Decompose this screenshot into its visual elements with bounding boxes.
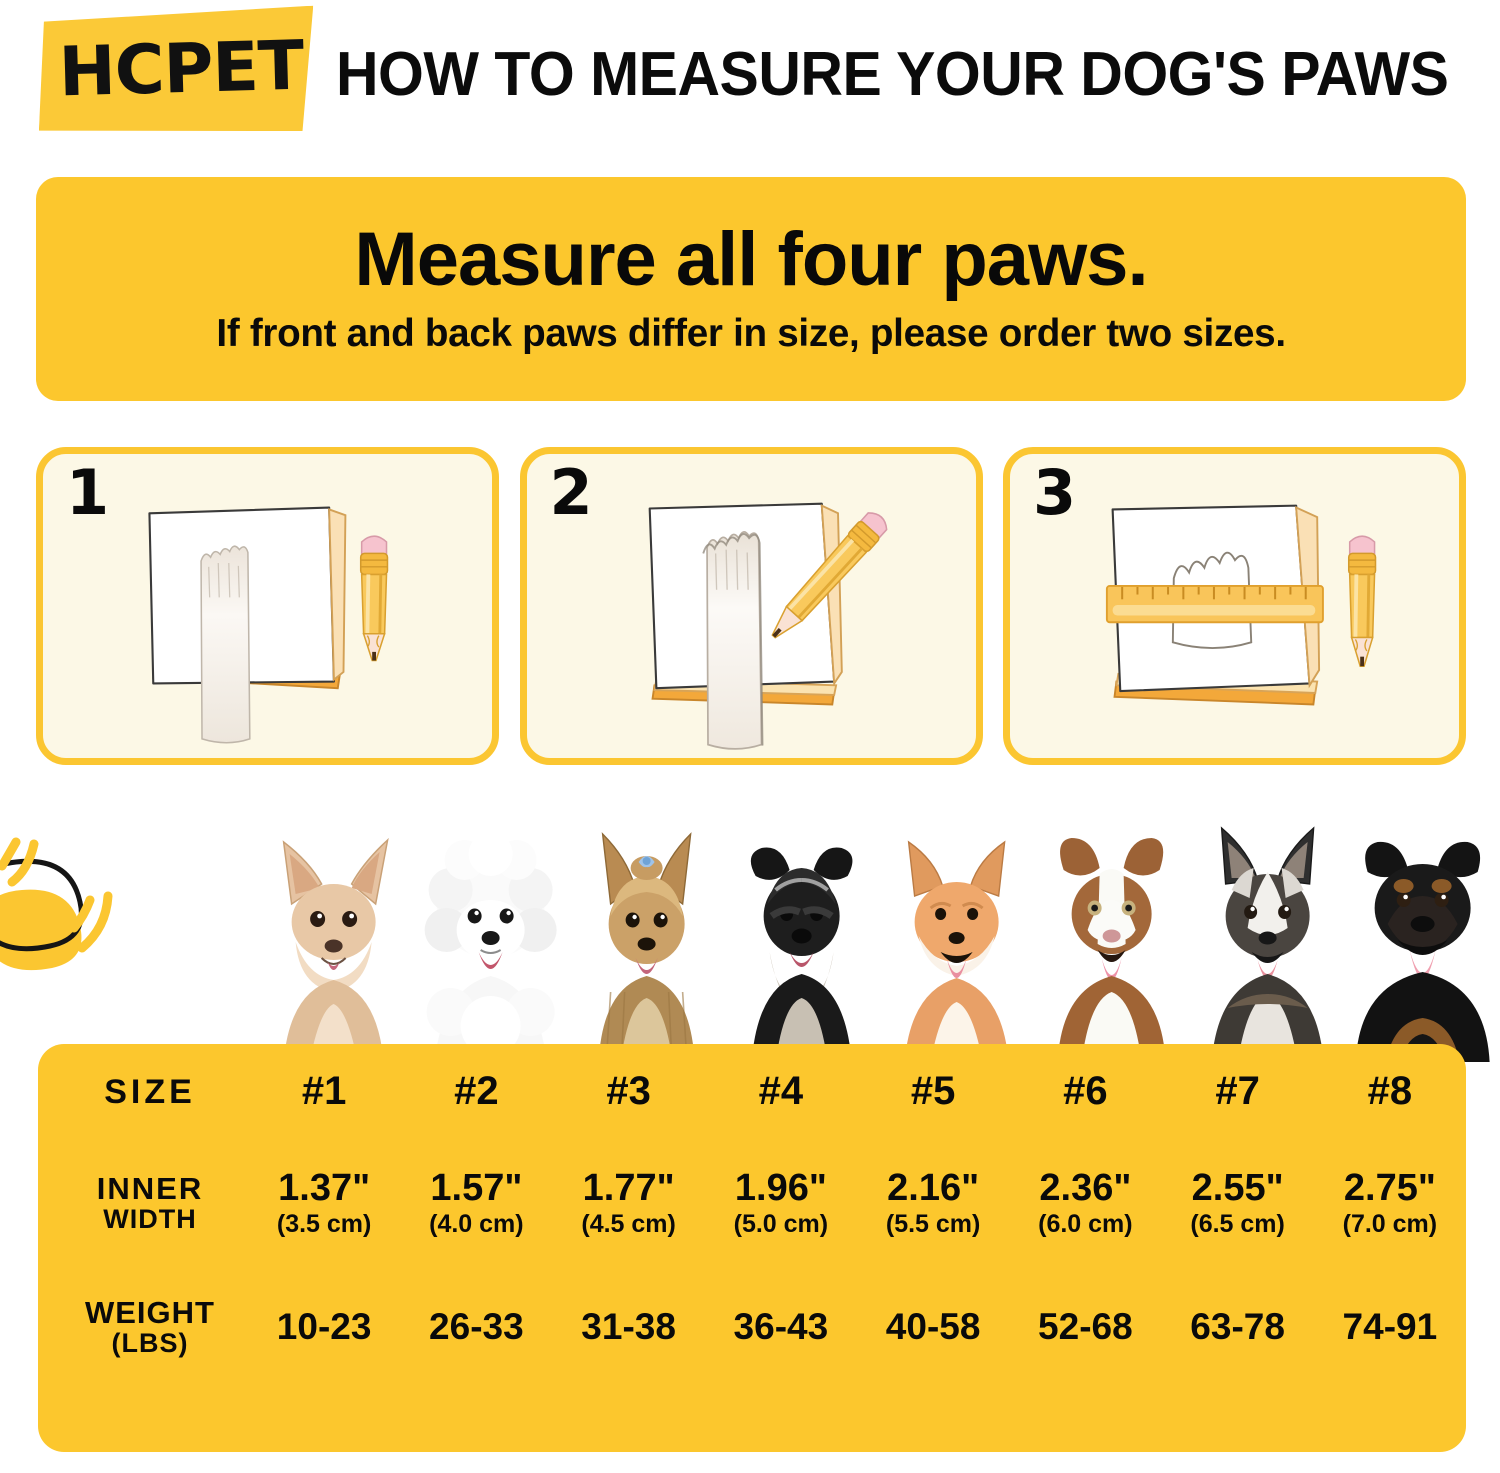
row-header-inner-width-line2: WIDTH: [103, 1203, 197, 1234]
table-cell-weight: 74-91: [1342, 1305, 1438, 1347]
inner-width-inches: 2.75": [1343, 1167, 1436, 1210]
table-cell-inner-width: 1.57" (4.0 cm): [400, 1167, 552, 1238]
row-header-inner-width: INNER WIDTH: [38, 1173, 248, 1233]
step-card-3: 3: [1003, 447, 1466, 765]
table-cell-inner-width: 1.37" (3.5 cm): [248, 1167, 400, 1238]
table-cell-size: #1: [301, 1069, 347, 1114]
table-cell-inner-width: 2.75" (7.0 cm): [1314, 1167, 1466, 1238]
pencil-icon: [770, 512, 887, 639]
dog-australian-shepherd: [1034, 812, 1189, 1062]
row-header-weight-line2: (LBS): [111, 1327, 189, 1358]
table-cell-size: #4: [758, 1069, 804, 1114]
table-cell-size: #5: [910, 1069, 956, 1114]
table-cell-weight: 36-43: [733, 1305, 829, 1347]
dog-yorkshire-terrier: [569, 812, 724, 1062]
inner-width-inches: 2.55": [1191, 1167, 1284, 1210]
dog-breeds-strip: [0, 812, 1500, 1062]
table-cell-inner-width: 1.96" (5.0 cm): [705, 1167, 857, 1238]
inner-width-cm: (4.0 cm): [429, 1209, 524, 1238]
dog-schnauzer: [724, 812, 879, 1062]
dog-shiba-inu: [879, 812, 1034, 1062]
inner-width-inches: 2.16": [887, 1167, 980, 1210]
page-title: HOW TO MEASURE YOUR DOG'S PAWS: [336, 39, 1449, 109]
inner-width-cm: (5.0 cm): [733, 1209, 829, 1238]
step-number-1: 1: [66, 456, 110, 529]
table-cell-size: #6: [1063, 1069, 1108, 1114]
pencil-icon: [1347, 535, 1377, 667]
table-cell-size: #3: [606, 1069, 651, 1114]
pencil-icon: [359, 535, 389, 662]
inner-width-cm: (4.5 cm): [581, 1209, 676, 1238]
size-chart-table: SIZE #1 #2 #3 #4 #5 #6 #7 #8 INNER WIDTH…: [38, 1044, 1466, 1452]
table-cell-weight: 63-78: [1190, 1305, 1285, 1347]
dog-rottweiler: [1345, 812, 1500, 1062]
table-cell-inner-width: 2.36" (6.0 cm): [1009, 1167, 1161, 1238]
table-cell-weight: 26-33: [429, 1305, 524, 1347]
table-cell-size: #7: [1215, 1069, 1260, 1114]
table-cell-weight: 40-58: [885, 1305, 981, 1347]
table-row-weight: WEIGHT (LBS) 10-23 26-33 31-38 36-43 40-…: [38, 1266, 1466, 1388]
step-number-3: 3: [1033, 456, 1077, 529]
inner-width-inches: 2.36": [1039, 1167, 1132, 1210]
ruler-icon: [1105, 584, 1324, 624]
brand-logo-text: HCPET: [57, 26, 305, 112]
wagging-tail-icon: [0, 837, 113, 971]
dog-bichon-frise: [413, 812, 568, 1062]
table-cell-weight: 31-38: [581, 1305, 676, 1347]
row-header-inner-width-line1: INNER: [96, 1170, 204, 1206]
dog-photo-row: [258, 812, 1500, 1062]
inner-width-cm: (6.0 cm): [1038, 1209, 1133, 1238]
dog-alaskan-malamute: [1190, 812, 1345, 1062]
table-cell-weight: 10-23: [276, 1305, 372, 1347]
step-number-2: 2: [549, 456, 593, 529]
inner-width-cells: 1.37" (3.5 cm) 1.57" (4.0 cm) 1.77" (4.5…: [248, 1167, 1466, 1238]
inner-width-inches: 1.77": [582, 1167, 675, 1210]
inner-width-cm: (5.5 cm): [885, 1209, 981, 1238]
step-3-illustration: [1105, 504, 1377, 706]
dog-chihuahua: [258, 812, 413, 1062]
table-cell-inner-width: 2.55" (6.5 cm): [1162, 1167, 1314, 1238]
row-header-weight-line1: WEIGHT: [85, 1294, 215, 1330]
row-header-size: SIZE: [104, 1072, 196, 1111]
table-cell-size: #8: [1367, 1069, 1413, 1114]
table-cell-weight: 52-68: [1038, 1305, 1133, 1347]
instruction-steps: 1: [36, 447, 1466, 765]
table-row-inner-width: INNER WIDTH 1.37" (3.5 cm) 1.57" (4.0 cm…: [38, 1140, 1466, 1266]
inner-width-inches: 1.37": [278, 1167, 371, 1210]
table-row-size: SIZE #1 #2 #3 #4 #5 #6 #7 #8: [38, 1044, 1466, 1140]
banner-headline: Measure all four paws.: [354, 217, 1148, 302]
measure-all-paws-banner: Measure all four paws. If front and back…: [36, 177, 1466, 401]
banner-subtext: If front and back paws differ in size, p…: [216, 312, 1286, 355]
step-2-illustration: [648, 502, 887, 750]
step-1-illustration: [148, 506, 389, 744]
inner-width-cm: (7.0 cm): [1342, 1209, 1438, 1238]
inner-width-inches: 1.57": [430, 1167, 523, 1210]
step-card-1: 1: [36, 447, 499, 765]
inner-width-cm: (6.5 cm): [1190, 1209, 1285, 1238]
inner-width-inches: 1.96": [734, 1167, 827, 1210]
table-cell-inner-width: 1.77" (4.5 cm): [553, 1167, 705, 1238]
row-header-weight: WEIGHT (LBS): [38, 1297, 248, 1357]
page-header: HCPET HOW TO MEASURE YOUR DOG'S PAWS: [0, 0, 1500, 150]
table-cell-inner-width: 2.16" (5.5 cm): [857, 1167, 1009, 1238]
table-cell-size: #2: [454, 1069, 499, 1114]
size-cells: #1 #2 #3 #4 #5 #6 #7 #8: [248, 1071, 1466, 1113]
weight-cells: 10-23 26-33 31-38 36-43 40-58 52-68 63-7…: [248, 1305, 1466, 1347]
inner-width-cm: (3.5 cm): [276, 1209, 372, 1238]
step-card-2: 2: [519, 447, 983, 765]
